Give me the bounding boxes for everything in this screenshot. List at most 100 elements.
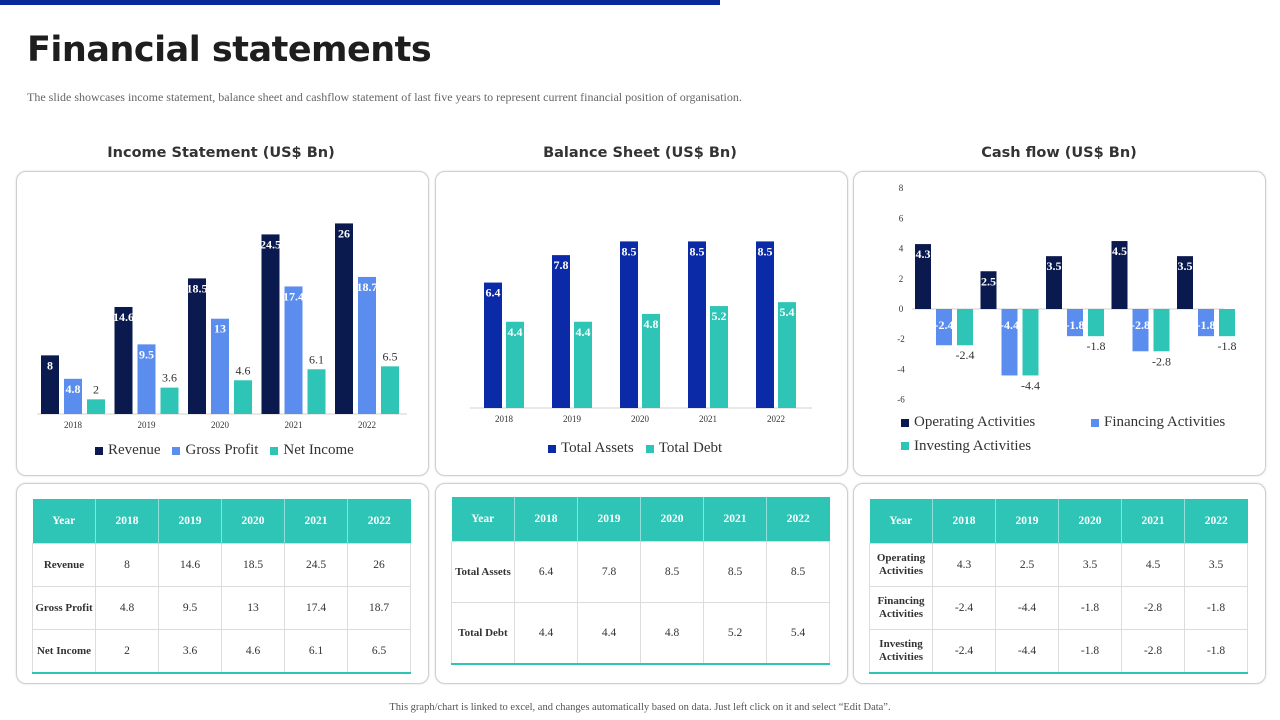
x-tick-label-2018: 2018 [495,414,514,424]
y-tick-label: -4 [897,364,905,374]
table-cell: 26 [347,543,411,587]
data-label-total-assets-2020: 8.5 [622,244,637,258]
column-header: 2018 [95,499,159,544]
bar-investing-activities-2020[interactable] [1088,309,1104,337]
data-label-revenue-2021: 24.5 [260,237,281,251]
page-title: Financial statements [27,30,432,70]
bar-net-income-2018[interactable] [87,399,105,414]
table-cell: -1.8 [1058,629,1122,674]
y-tick-label: 0 [899,304,904,314]
cashflow-chart[interactable]: 8 6 4 2 0 -2 -4 -6 4.3 -2.4 -2.4 2.5 -4.4 -4.4 3.5 -1.8… [854,172,1265,475]
legend-item-total-assets[interactable]: Total Assets [548,440,634,457]
page-subtitle: The slide showcases income statement, ba… [27,90,742,104]
row-header-cell: Total Assets [451,541,515,603]
legend-item-net-income[interactable]: Net Income [270,442,354,459]
y-tick-label: 8 [899,183,904,193]
bar-financing-activities-2018[interactable] [936,309,952,346]
data-label-operating-activities-2019: 2.5 [981,274,996,288]
income-chart-title: Income Statement (US$ Bn) [107,145,335,161]
legend-swatch [95,446,103,455]
bar-operating-activities-2020[interactable] [1046,256,1062,309]
bar-operating-activities-2018[interactable] [915,244,931,309]
bar-total-assets-2022[interactable] [756,241,774,408]
bar-total-assets-2019[interactable] [552,255,570,408]
table-cell: 3.5 [1184,543,1248,587]
balance-sheet-chart[interactable]: 6.4 4.4 2018 7.8 4.4 2019 8.5 4.8 2020 8.5 5.2 2021… [436,172,847,475]
legend-item-total-debt[interactable]: Total Debt [645,440,722,457]
legend-label: Revenue [108,442,161,458]
column-header: 2018 [932,499,996,544]
bar-total-debt-2022[interactable] [778,302,796,408]
bar-revenue-2018[interactable] [41,355,59,414]
legend-swatch [1091,418,1099,427]
footer-note: This graph/chart is linked to excel, and… [389,702,891,713]
income-chart-legend: Revenue Gross Profit Net Income [95,442,366,460]
bar-gross-profit-2022[interactable] [358,276,376,414]
income-chart-panel[interactable]: 8 4.8 2 2018 14.6 9.5 3.6 2019 18.5 13 4.6 2020 24.5… [16,171,429,476]
bar-investing-activities-2018[interactable] [957,309,973,346]
data-label-financing-activities-2022: -1.8 [1197,318,1216,332]
y-tick-label: -6 [897,395,905,405]
bar-gross-profit-2020[interactable] [211,318,229,414]
bar-total-assets-2021[interactable] [688,241,706,408]
bar-investing-activities-2019[interactable] [1022,309,1039,376]
table-cell: 18.5 [221,543,285,587]
bar-operating-activities-2019[interactable] [980,271,997,309]
bar-revenue-2021[interactable] [261,234,280,414]
cashflow-chart-title: Cash flow (US$ Bn) [981,145,1137,161]
bar-net-income-2022[interactable] [381,366,399,414]
bar-total-assets-2020[interactable] [620,241,638,408]
row-header-cell: Financing Activities [869,586,933,630]
table-cell: 9.5 [158,586,222,630]
column-header: 2020 [221,499,285,544]
column-header: 2019 [995,499,1059,544]
x-tick-label-2022: 2022 [358,420,376,430]
bar-gross-profit-2019[interactable] [137,344,156,414]
data-label-gross-profit-2019: 9.5 [139,347,154,361]
bar-net-income-2019[interactable] [160,387,179,414]
bar-revenue-2022[interactable] [335,223,353,414]
bar-net-income-2021[interactable] [307,369,326,414]
column-header: 2022 [1184,499,1248,544]
column-header: Year [32,499,96,544]
bar-net-income-2020[interactable] [234,380,252,414]
bar-financing-activities-2020[interactable] [1067,309,1083,337]
legend-swatch [645,444,654,453]
bar-total-debt-2019[interactable] [574,321,592,408]
legend-item-gross-profit[interactable]: Gross Profit [172,442,258,459]
bar-revenue-2019[interactable] [114,306,133,414]
bar-operating-activities-2022[interactable] [1177,256,1193,309]
balance-chart-panel[interactable]: 6.4 4.4 2018 7.8 4.4 2019 8.5 4.8 2020 8.5 5.2 2021… [435,171,848,476]
cashflow-chart-panel[interactable]: 8 6 4 2 0 -2 -4 -6 4.3 -2.4 -2.4 2.5 -4.4 -4.4 3.5 -1.8… [853,171,1266,476]
bar-financing-activities-2021[interactable] [1132,309,1149,352]
y-tick-label: 2 [899,274,904,284]
bar-financing-activities-2019[interactable] [1001,309,1018,376]
bar-investing-activities-2022[interactable] [1219,309,1235,337]
bar-total-assets-2018[interactable] [484,282,502,408]
legend-item-revenue[interactable]: Revenue [95,442,160,459]
table-cell: 2.5 [995,543,1059,587]
table-cell: 4.6 [221,629,285,674]
legend-item-financing-activities[interactable]: Financing Activities [1091,411,1241,434]
bar-financing-activities-2022[interactable] [1198,309,1214,337]
y-tick-label: -2 [897,334,905,344]
column-header: 2020 [1058,499,1122,544]
row-header-cell: Net Income [32,629,96,674]
income-statement-chart[interactable]: 8 4.8 2 2018 14.6 9.5 3.6 2019 18.5 13 4.6 2020 24.5… [17,172,428,475]
bar-gross-profit-2021[interactable] [284,286,303,414]
bar-investing-activities-2021[interactable] [1153,309,1170,352]
table-cell: 13 [221,586,285,630]
legend-item-investing-activities[interactable]: Investing Activities [901,435,1101,458]
bar-total-debt-2020[interactable] [642,313,660,408]
legend-label: Financing Activities [1104,414,1226,430]
bar-total-debt-2021[interactable] [710,306,728,408]
bar-gross-profit-2018[interactable] [64,378,82,414]
bar-operating-activities-2021[interactable] [1111,241,1128,309]
table-cell: 4.4 [514,602,578,665]
legend-item-operating-activities[interactable]: Operating Activities [901,411,1091,434]
table-cell: 6.4 [514,541,578,603]
bar-revenue-2020[interactable] [188,278,206,414]
row-header-cell: Operating Activities [869,543,933,587]
cashflow-table: Year 2018 2019 2020 2021 2022 Operating Activi… [869,499,1248,674]
bar-total-debt-2018[interactable] [506,321,524,408]
